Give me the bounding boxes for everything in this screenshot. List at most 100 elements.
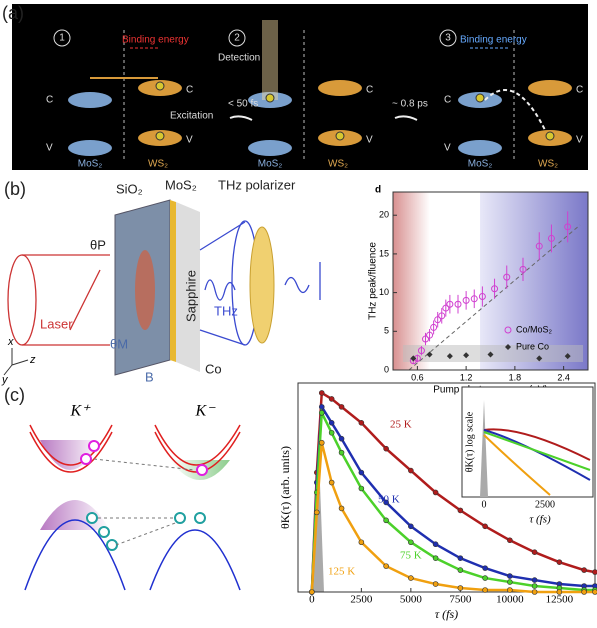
- inset-tick-label: 0: [482, 499, 487, 510]
- y-tick-label: 0: [384, 364, 389, 374]
- field-label: B: [145, 369, 154, 384]
- page: {"labels": {"a": "(a)", "b": "(b)", "c":…: [0, 0, 597, 623]
- data-point: [329, 430, 334, 435]
- data-point: [557, 560, 562, 565]
- band-label: V: [186, 135, 193, 146]
- y-tick-label: 15: [379, 248, 389, 258]
- x-tick-label: 5000: [400, 594, 423, 606]
- material-label: WS₂: [328, 159, 348, 170]
- band-label: C: [46, 95, 53, 106]
- step-number: 1: [59, 33, 65, 44]
- x-tick-label: 0: [309, 594, 315, 606]
- x-tick-label: 0.6: [411, 372, 424, 382]
- data-point: [582, 568, 587, 573]
- panel-label: (c): [4, 385, 25, 405]
- cobalt-layer: [170, 200, 176, 362]
- data-point: [319, 390, 324, 395]
- data-point: [532, 590, 537, 595]
- panel-label: (a): [2, 3, 24, 23]
- step-number: 2: [234, 33, 240, 44]
- band-label: C: [366, 85, 373, 96]
- data-point: [339, 450, 344, 455]
- x-tick-label: 7500: [449, 594, 472, 606]
- x-tick-label: 12500: [546, 594, 574, 606]
- band-label: C: [444, 95, 451, 106]
- x-tick-label: 1.8: [509, 372, 522, 382]
- data-point: [433, 490, 438, 495]
- data-point: [319, 440, 324, 445]
- data-point: [329, 396, 334, 401]
- data-point: [384, 564, 389, 569]
- x-tick-label: 2.4: [557, 372, 570, 382]
- data-point: [458, 586, 463, 591]
- layer-label: SiO₂: [116, 181, 143, 196]
- y-tick-label: 5: [384, 326, 389, 336]
- laser-spot: [135, 250, 155, 330]
- data-point: [408, 576, 413, 581]
- annotation: Binding energy: [122, 35, 189, 46]
- x-tick-label: 1.2: [460, 372, 473, 382]
- series-label: 25 K: [390, 419, 412, 431]
- panel-c: (c) K⁺ K⁻: [4, 385, 240, 590]
- data-point: [359, 540, 364, 545]
- data-point: [384, 518, 389, 523]
- angle-label: θP: [90, 237, 106, 252]
- x-tick-label: 2500: [350, 594, 373, 606]
- legend-label: Pure Co: [516, 341, 549, 351]
- band-label: V: [46, 143, 53, 154]
- axis-name: x: [7, 336, 14, 348]
- data-point: [458, 568, 463, 573]
- data-point: [433, 542, 438, 547]
- data-point: [507, 588, 512, 593]
- annotation: Binding energy: [460, 35, 527, 46]
- polarizer: [250, 227, 274, 343]
- inset: θK(τ) log scale 0 2500 τ (fs): [462, 387, 593, 526]
- material-label: MoS₂: [468, 159, 493, 170]
- material-label: MoS₂: [78, 159, 103, 170]
- inset-tick-label: 2500: [535, 499, 555, 510]
- data-point: [507, 538, 512, 543]
- data-point: [557, 590, 562, 595]
- data-point: [483, 524, 488, 529]
- y-tick-label: 20: [379, 210, 389, 220]
- annotation: Detection: [218, 53, 260, 64]
- data-point: [408, 468, 413, 473]
- axis-name: z: [29, 354, 36, 366]
- valley-label: K⁻: [194, 403, 216, 420]
- data-point: [433, 582, 438, 587]
- component-label: THz polarizer: [218, 177, 296, 192]
- data-point: [593, 570, 597, 575]
- laser-beam: [8, 255, 110, 345]
- data-point: [458, 556, 463, 561]
- time-label: < 50 fs: [228, 99, 258, 110]
- panel-a: (a) 1 2 3 Binding energy Binding energy …: [2, 3, 588, 170]
- data-point: [507, 580, 512, 585]
- data-point: [309, 590, 314, 595]
- x-tick-label: 10000: [496, 594, 524, 606]
- data-point: [532, 578, 537, 583]
- data-point: [339, 436, 344, 441]
- data-point: [339, 404, 344, 409]
- series-label: 75 K: [400, 550, 422, 562]
- layer-label: Co: [205, 361, 222, 376]
- material-label: MoS₂: [258, 159, 283, 170]
- chart-title: d: [375, 185, 381, 196]
- series-label: 125 K: [328, 566, 355, 578]
- inset-x-label: τ (fs): [529, 514, 551, 526]
- inset-y-label: θK(τ) log scale: [464, 411, 475, 472]
- beam-label: Laser: [40, 316, 73, 331]
- data-point: [483, 588, 488, 593]
- layer-label: Sapphire: [183, 270, 198, 322]
- y-axis-label: THz peak/fluence: [368, 242, 379, 320]
- data-point: [532, 550, 537, 555]
- data-point: [329, 480, 334, 485]
- data-point: [408, 524, 413, 529]
- axes-glyph: [4, 348, 28, 375]
- data-point: [319, 410, 324, 415]
- data-point: [384, 446, 389, 451]
- y-tick-label: 10: [379, 287, 389, 297]
- valence-bands: [25, 520, 240, 590]
- data-point: [582, 590, 587, 595]
- x-axis-label: τ (fs): [435, 607, 458, 621]
- band-label: C: [576, 85, 583, 96]
